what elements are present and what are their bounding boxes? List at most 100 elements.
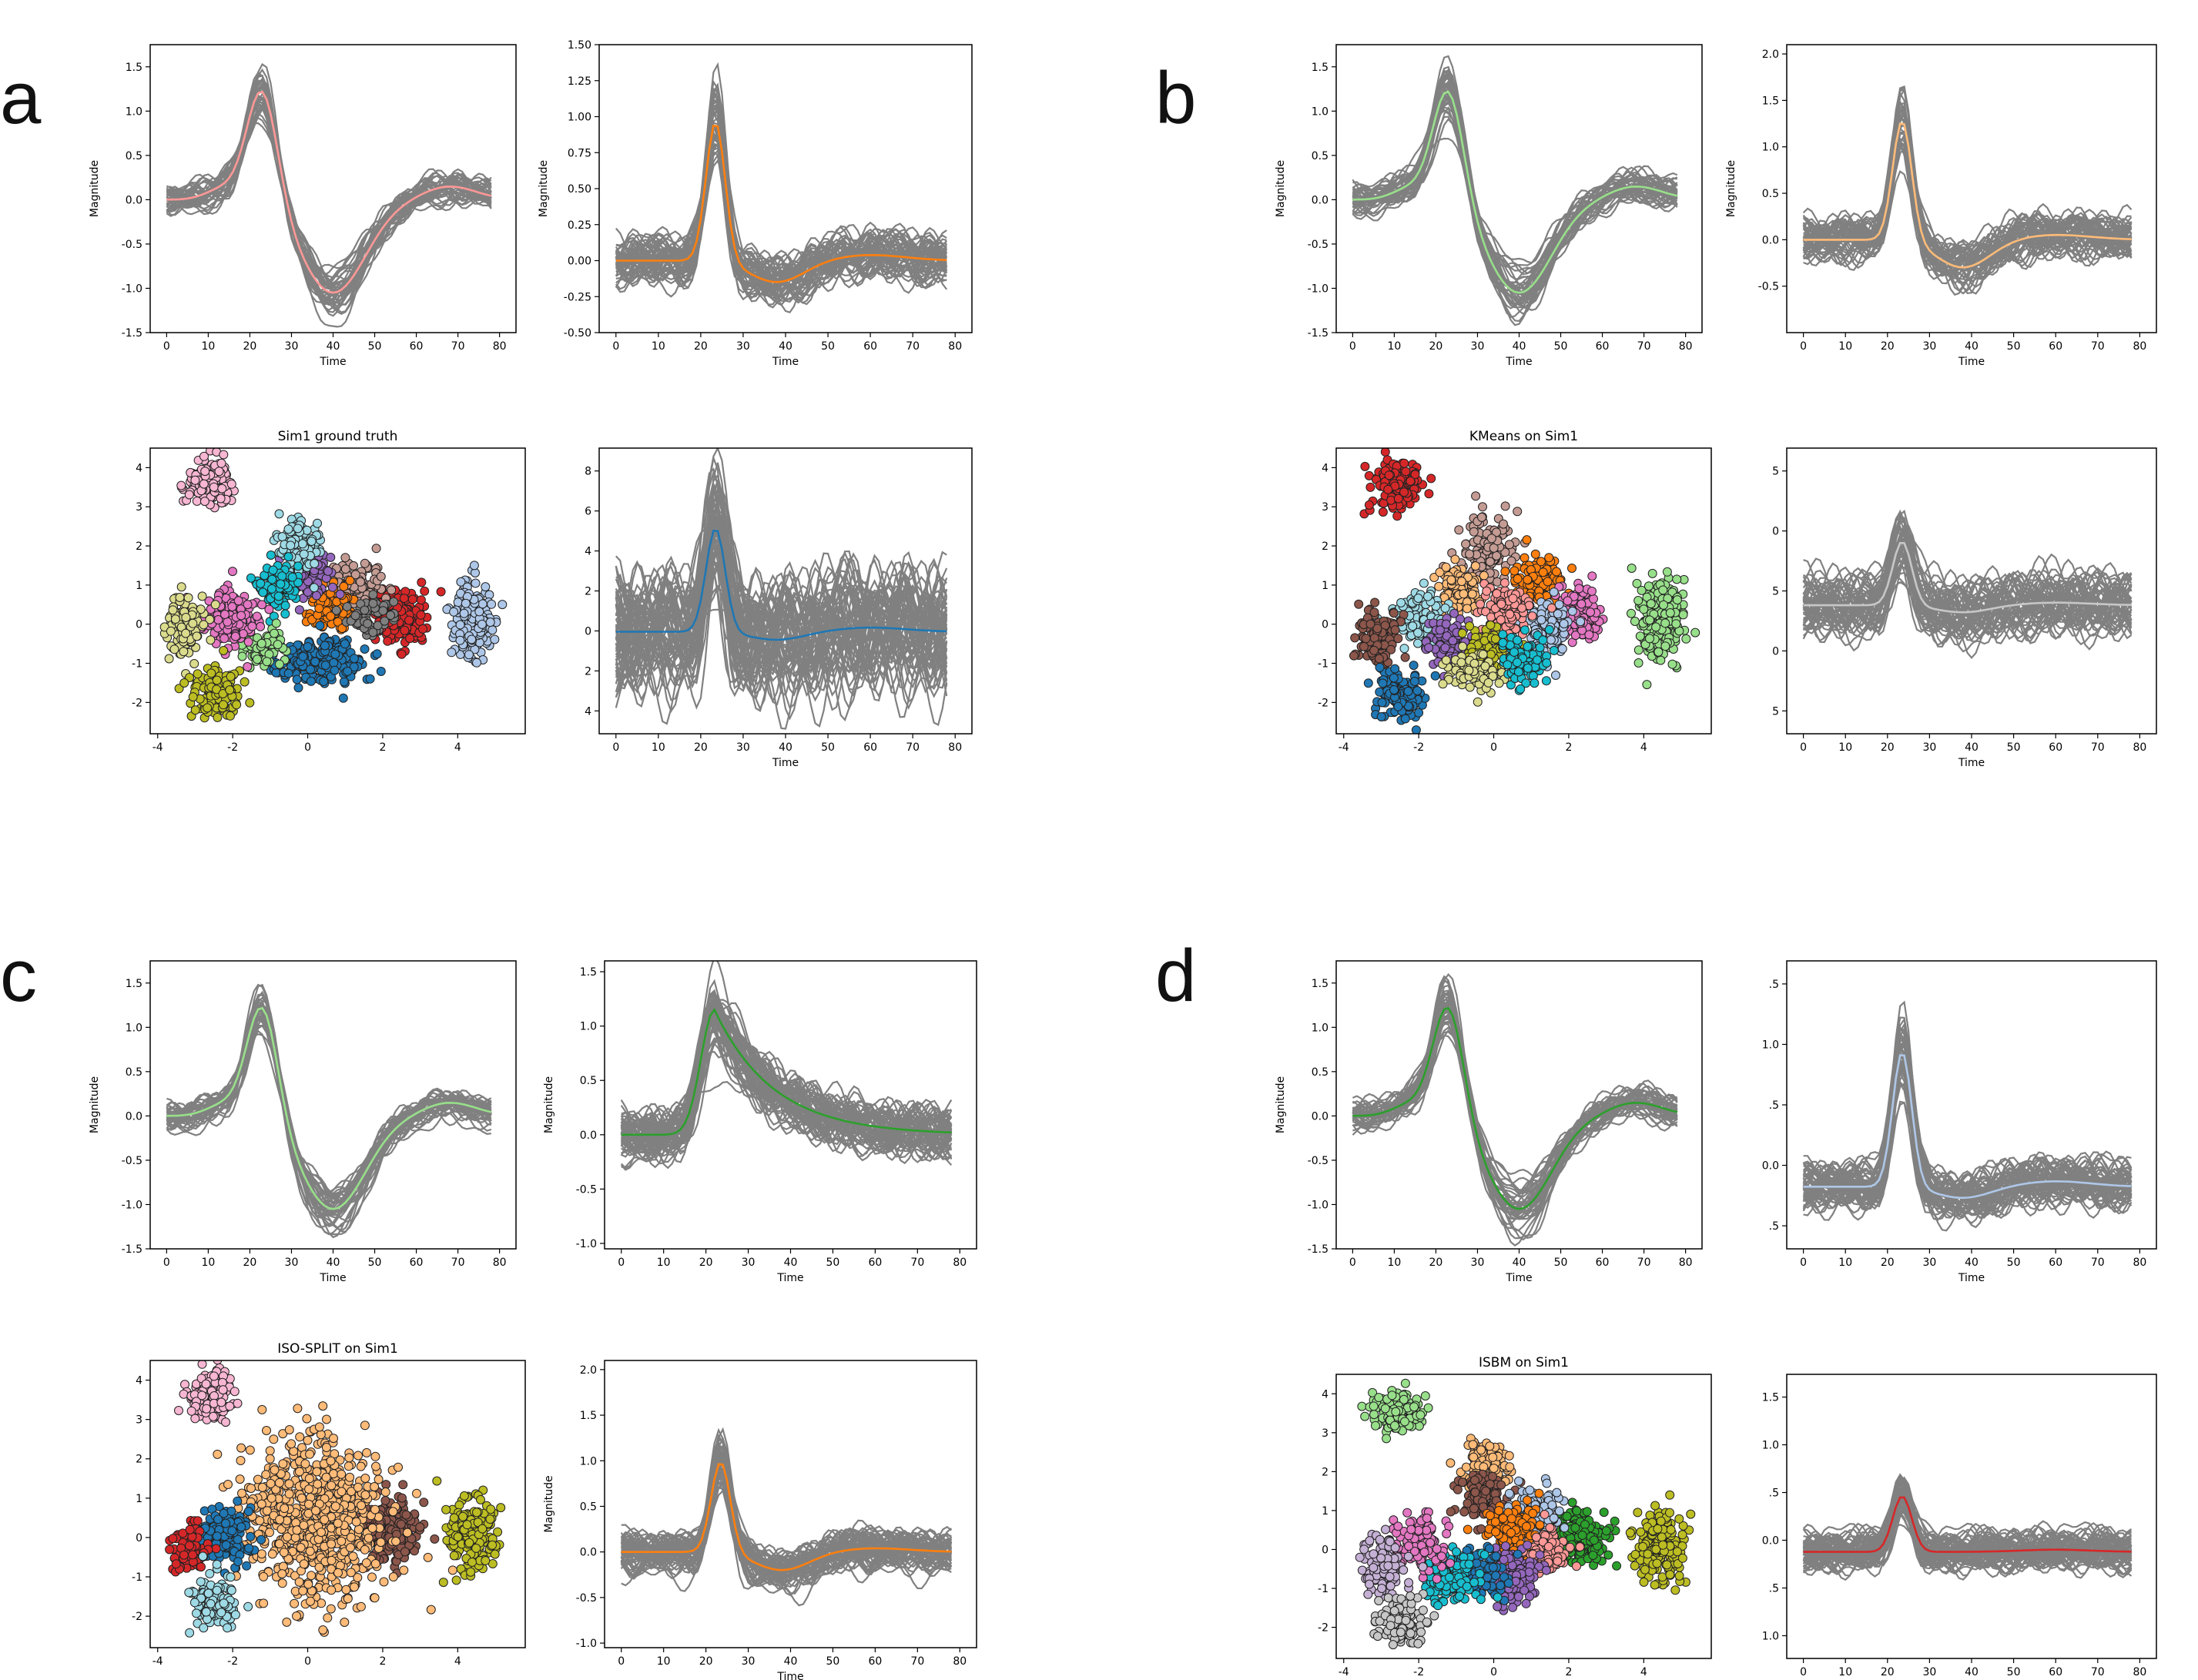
scatter-point: [1503, 660, 1513, 670]
scatter-point: [1645, 615, 1654, 625]
scatter-point: [416, 610, 426, 620]
x-tick-label: 0: [1800, 340, 1807, 353]
y-tick-label: -0.5: [1308, 239, 1329, 251]
scatter-point: [1350, 633, 1360, 643]
y-tick-label: 0.0: [1312, 194, 1329, 206]
y-tick-label: 5: [1772, 705, 1779, 718]
x-tick-label: 20: [694, 741, 708, 754]
x-tick-label: 20: [1881, 340, 1895, 353]
scatter-point: [199, 479, 209, 489]
scatter-point: [399, 594, 409, 604]
plot-area: [615, 62, 948, 313]
scatter-point: [1499, 519, 1508, 529]
scatter-point: [1364, 470, 1374, 480]
trace-line: [1352, 79, 1678, 308]
y-axis-label: Magnitude: [89, 1076, 101, 1133]
scatter-point: [1632, 578, 1642, 588]
scatter-point: [197, 1360, 207, 1369]
y-tick-label: 0.75: [568, 147, 591, 159]
mean-waveform-line: [615, 124, 947, 283]
scatter-point: [1527, 611, 1537, 621]
trace-line: [615, 535, 948, 693]
scatter-point: [1486, 650, 1496, 659]
trace-line: [1802, 114, 2133, 273]
scatter-point: [1483, 678, 1493, 688]
scatter-point: [345, 576, 355, 585]
scatter-point: [1458, 641, 1468, 651]
scatter-point: [230, 631, 240, 641]
x-tick-label: 80: [948, 741, 962, 754]
trace-line: [166, 62, 492, 316]
scatter-point: [168, 605, 178, 615]
scatter-point: [273, 591, 283, 601]
scatter-point: [1473, 697, 1483, 707]
x-tick-label: 70: [906, 741, 920, 754]
x-tick-label: 0: [612, 741, 619, 754]
y-tick-label: -1.5: [1308, 327, 1329, 340]
scatter-point: [331, 605, 341, 615]
scatter-point: [159, 622, 169, 632]
scatter-point: [276, 579, 286, 589]
scatter-point: [405, 634, 415, 644]
scatter-point: [306, 664, 315, 674]
scatter-point: [271, 618, 281, 628]
scatter-point: [477, 1524, 488, 1534]
y-tick-label: -2: [1318, 697, 1329, 709]
x-tick-label: 4: [1640, 741, 1647, 754]
trace-line: [166, 90, 491, 317]
y-tick-label: 0: [136, 619, 142, 631]
scatter-point: [310, 657, 320, 667]
scatter-point: [1543, 577, 1553, 587]
plot-area: [166, 983, 492, 1239]
trace-line: [166, 102, 492, 293]
plot-area: [1802, 509, 2133, 659]
scatter-point: [342, 602, 352, 611]
scatter-point: [327, 582, 337, 592]
scatter-point: [314, 604, 324, 614]
scatter-point: [1414, 708, 1424, 718]
scatter-point: [1390, 664, 1400, 674]
scatter-point: [319, 677, 329, 686]
scatter-point: [371, 544, 381, 554]
x-tick-label: 70: [2091, 340, 2105, 353]
y-tick-label: 0.5: [126, 1066, 142, 1079]
cluster-1: [442, 561, 508, 668]
x-tick-label: 10: [1838, 741, 1852, 754]
scatter-point: [309, 583, 319, 593]
y-tick-label: 1.5: [126, 62, 142, 74]
x-tick-label: 40: [1965, 340, 1979, 353]
scatter-point: [360, 605, 370, 615]
scatter-point: [1557, 644, 1567, 654]
scatter-point: [1478, 649, 1488, 659]
scatter-point: [1413, 594, 1423, 603]
x-tick-label: 40: [327, 1257, 340, 1269]
scatter-point: [1446, 575, 1456, 585]
scatter-point: [1383, 484, 1393, 494]
y-tick-label: -1.0: [122, 283, 142, 295]
scatter-point: [488, 1540, 498, 1550]
chart-b1: 0 10 20 30 40 50 60 70 80-1.5-1.0-0.50.00.51.01.…: [1275, 44, 1703, 368]
scatter-point: [1378, 507, 1388, 517]
x-tick-label: 30: [736, 741, 750, 754]
scatter-point: [498, 600, 508, 610]
scatter-point: [1549, 645, 1559, 655]
scatter-point: [1520, 553, 1530, 563]
scatter-point: [372, 649, 382, 659]
chart-b2: 0 10 20 30 40 50 60 70 80-0.50.00.51.01.52.0Time…: [1725, 44, 2157, 368]
scatter-point: [1500, 501, 1510, 511]
scatter-point: [1643, 581, 1654, 591]
scatter-point: [340, 553, 350, 563]
scatter-point: [1538, 567, 1548, 577]
x-tick-label: 50: [821, 741, 835, 754]
scatter-point: [1513, 658, 1522, 668]
scatter-point: [481, 582, 491, 592]
scatter-point: [1482, 586, 1492, 596]
scatter-point: [221, 1417, 230, 1427]
scatter-point: [273, 640, 283, 650]
y-tick-label: 1.0: [126, 105, 142, 118]
scatter-point: [485, 617, 495, 627]
scatter-point: [218, 1385, 228, 1395]
scatter-point: [1589, 594, 1598, 604]
scatter-point: [1469, 527, 1479, 537]
scatter-point: [330, 649, 340, 659]
